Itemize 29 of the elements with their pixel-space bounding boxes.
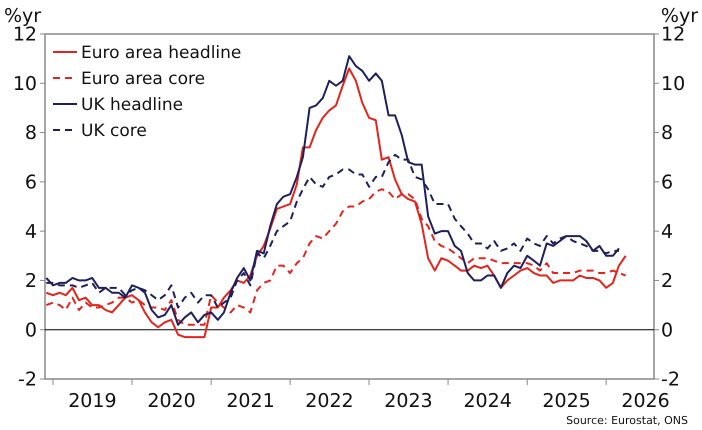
y-tick-label: 8 xyxy=(24,122,37,144)
y-tick-label: 0 xyxy=(24,319,37,342)
legend-label: UK headline xyxy=(81,94,184,115)
y2-tick-label: 0 xyxy=(661,319,674,342)
y2-tick-label: -2 xyxy=(661,368,680,391)
legend-label: Euro area headline xyxy=(81,42,242,63)
y2-tick-label: 10 xyxy=(661,72,686,95)
y-tick-label: 10 xyxy=(12,72,37,95)
y2-tick-label: 4 xyxy=(661,220,674,243)
y2-tick-label: 8 xyxy=(661,122,674,144)
legend-label: Euro area core xyxy=(81,68,206,89)
y2-tick-label: 2 xyxy=(661,270,674,292)
y2-tick-label: 6 xyxy=(661,172,674,194)
y-tick-label: 2 xyxy=(24,270,37,292)
x-tick-label: 2026 xyxy=(621,390,670,412)
y-tick-label: 6 xyxy=(24,172,37,194)
source-note: Source: Eurostat, ONS xyxy=(566,414,688,427)
y-tick-label: -2 xyxy=(18,368,37,391)
y-tick-label: 4 xyxy=(24,220,37,243)
x-tick-label: 2020 xyxy=(147,390,196,412)
x-tick-label: 2019 xyxy=(68,390,117,412)
x-tick-label: 2024 xyxy=(463,390,512,412)
x-tick-label: 2025 xyxy=(542,390,591,412)
x-tick-label: 2022 xyxy=(305,390,354,412)
y-axis-title: %yr xyxy=(4,5,42,27)
x-tick-label: 2021 xyxy=(226,390,275,412)
y2-axis-title: %yr xyxy=(660,5,698,27)
x-tick-label: 2023 xyxy=(384,390,433,412)
legend-label: UK core xyxy=(81,120,147,141)
